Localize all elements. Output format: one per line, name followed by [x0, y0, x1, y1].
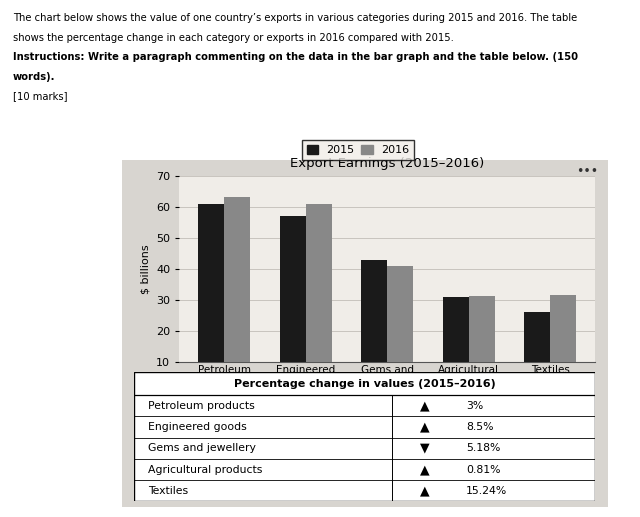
Text: shows the percentage change in each category or exports in 2016 compared with 20: shows the percentage change in each cate… [13, 33, 454, 42]
Text: Percentage change in values (2015–2016): Percentage change in values (2015–2016) [234, 378, 495, 389]
Bar [224, 197, 250, 393]
Text: ▼: ▼ [420, 442, 429, 454]
Bar [198, 204, 224, 393]
Text: 0.81%: 0.81% [466, 464, 500, 475]
Text: Petroleum products: Petroleum products [148, 401, 255, 410]
Legend: 2015, 2016: 2015, 2016 [302, 141, 414, 160]
Bar [550, 295, 576, 393]
Bar [361, 260, 387, 393]
Text: ▲: ▲ [420, 484, 429, 497]
Text: Agricultural products: Agricultural products [148, 464, 262, 475]
Text: [10 marks]: [10 marks] [13, 92, 67, 101]
Text: ▲: ▲ [420, 420, 429, 433]
Text: words).: words). [13, 72, 55, 82]
FancyBboxPatch shape [134, 372, 595, 501]
Text: 3%: 3% [466, 401, 483, 410]
Title: Export Earnings (2015–2016): Export Earnings (2015–2016) [290, 158, 484, 171]
Text: •••: ••• [576, 165, 598, 178]
Bar [468, 296, 495, 393]
Y-axis label: $ billions: $ billions [141, 244, 150, 294]
Text: 8.5%: 8.5% [466, 422, 493, 432]
Text: ▲: ▲ [420, 463, 429, 476]
Bar [387, 266, 413, 393]
Bar [306, 204, 332, 393]
Text: The chart below shows the value of one country’s exports in various categories d: The chart below shows the value of one c… [13, 13, 577, 23]
Text: 15.24%: 15.24% [466, 486, 508, 496]
Bar [524, 312, 550, 393]
Text: ▲: ▲ [420, 399, 429, 412]
Bar [280, 216, 306, 393]
Text: Gems and jewellery: Gems and jewellery [148, 443, 256, 453]
Text: Instructions: Write a paragraph commenting on the data in the bar graph and the : Instructions: Write a paragraph commenti… [13, 52, 578, 62]
Text: Engineered goods: Engineered goods [148, 422, 247, 432]
Text: Textiles: Textiles [148, 486, 188, 496]
Bar [443, 297, 468, 393]
Text: 5.18%: 5.18% [466, 443, 500, 453]
X-axis label: Product Category: Product Category [329, 394, 445, 407]
